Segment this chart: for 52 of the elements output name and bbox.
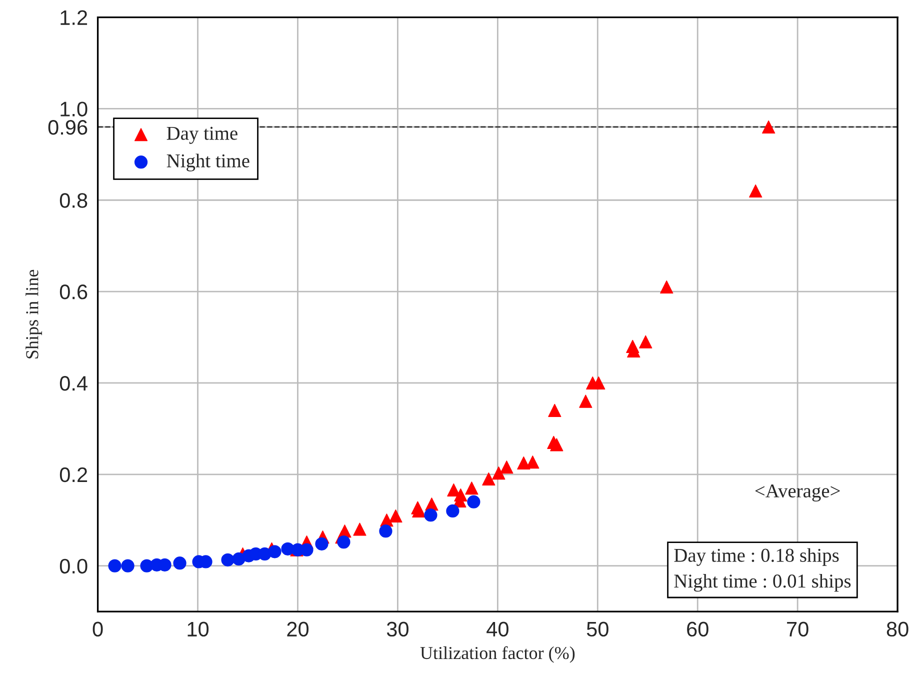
annotation: Day time : 0.18 ships <box>674 548 839 566</box>
point <box>447 483 460 496</box>
point <box>526 455 540 469</box>
y-tick-label: 0.4 <box>60 376 88 391</box>
y-axis-title: Ships in line <box>26 270 42 358</box>
x-axis-title: Utilization factor (%) <box>420 646 575 663</box>
y-tick-label: 0.6 <box>60 284 88 300</box>
x-tick-label: 50 <box>586 622 608 637</box>
point <box>300 543 314 556</box>
point <box>173 556 186 570</box>
point <box>467 495 480 508</box>
y-tick-label: 1.2 <box>60 10 88 25</box>
point <box>424 508 438 522</box>
point <box>749 184 762 198</box>
x-tick-label: 10 <box>188 622 209 637</box>
annotation: Night time : 0.01 ships <box>674 574 851 592</box>
y-tick-label: 0.0 <box>60 558 88 574</box>
x-tick-label: 20 <box>287 622 309 637</box>
point <box>268 545 282 558</box>
point <box>482 472 496 486</box>
x-tick-label: 30 <box>386 622 408 637</box>
point <box>389 509 402 523</box>
point <box>548 404 562 417</box>
x-tick-label: 0 <box>92 622 103 637</box>
point <box>315 537 328 550</box>
y-tick-label: 0.96 <box>48 120 88 135</box>
y-tick-label: 0.2 <box>60 467 88 482</box>
x-tick-label: 60 <box>687 622 708 637</box>
point <box>660 280 674 294</box>
point <box>500 460 514 474</box>
x-tick-label: 40 <box>486 622 508 637</box>
point <box>337 535 350 549</box>
legend-label: Night time <box>166 154 250 172</box>
y-tick-label: 1.0 <box>60 102 88 116</box>
point <box>221 553 234 566</box>
point <box>121 559 134 572</box>
point <box>579 394 592 408</box>
point <box>353 522 366 536</box>
annotation: <Average> <box>755 484 840 502</box>
point <box>517 456 530 470</box>
x-tick-label: 70 <box>787 622 808 637</box>
x-tick-label: 80 <box>886 622 908 637</box>
point <box>446 504 460 518</box>
point <box>465 482 478 495</box>
y-tick-label: 0.8 <box>60 193 88 208</box>
point <box>492 466 506 480</box>
point <box>108 559 122 572</box>
point <box>379 524 392 538</box>
point <box>639 335 652 348</box>
point <box>762 120 776 134</box>
legend-label: Day time <box>166 126 238 144</box>
point <box>550 438 564 452</box>
